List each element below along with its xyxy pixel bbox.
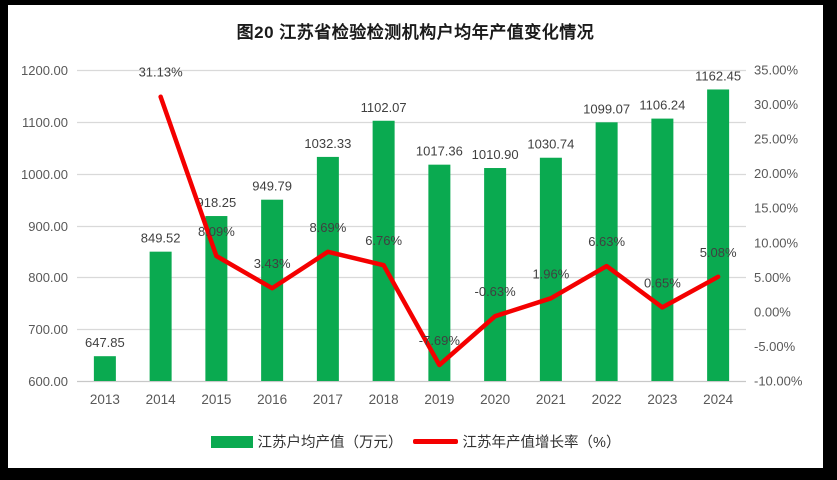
x-label-2017: 2017	[313, 392, 343, 407]
right-tick--10.00%: -10.00%	[754, 374, 803, 389]
left-tick-1000.00: 1000.00	[21, 167, 68, 182]
bar-label-2015: 918.25	[196, 195, 236, 210]
bar-2019	[428, 164, 451, 381]
line-label-2018: 6.76%	[365, 233, 402, 248]
x-label-2015: 2015	[201, 392, 231, 407]
bar-2018	[372, 120, 395, 382]
bar-series-swatch-icon	[210, 435, 253, 448]
left-tick-1100.00: 1100.00	[22, 115, 68, 130]
right-tick-30.00%: 30.00%	[754, 97, 799, 112]
bar-2020	[484, 168, 507, 381]
bar-data-labels: 647.85 849.52 918.25 949.79 1032.33 1102.07 10…	[85, 68, 741, 350]
growth-rate-line	[158, 94, 721, 368]
bar-2023	[651, 118, 674, 381]
line-data-labels: 31.13% 8.09% 3.43% 8.69% 6.76% -7.69% -0.63% 1.…	[139, 65, 737, 348]
right-tick-35.00%: 35.00%	[754, 63, 799, 78]
line-label-2020: -0.63%	[475, 284, 517, 299]
bar-2024	[707, 89, 730, 382]
left-tick-700.00: 700.00	[28, 322, 68, 337]
bar-label-2019: 1017.36	[416, 144, 463, 159]
bar-2014	[149, 251, 172, 381]
bar-series	[93, 89, 730, 382]
x-label-2018: 2018	[369, 392, 399, 407]
bar-label-2020: 1010.90	[472, 147, 519, 162]
line-series-swatch-icon	[412, 439, 458, 444]
line-label-2023: 0.65%	[644, 275, 681, 290]
line-label-2021: 1.96%	[532, 266, 569, 281]
bar-2021	[539, 157, 562, 381]
right-tick-15.00%: 15.00%	[754, 201, 799, 216]
x-label-2022: 2022	[592, 392, 622, 407]
x-axis-labels: 2013 2014 2015 2016 2017 2018 2019 2020 2021 2022…	[90, 392, 734, 407]
x-label-2023: 2023	[647, 392, 677, 407]
bar-label-2017: 1032.33	[304, 136, 351, 151]
bar-2013	[93, 356, 116, 381]
bar-label-2023: 1106.24	[639, 98, 685, 113]
chart-title: 图20 江苏省检验检测机构户均年产值变化情况	[236, 23, 595, 42]
x-label-2021: 2021	[536, 392, 566, 407]
line-label-2022: 6.63%	[588, 234, 625, 249]
bar-label-2024: 1162.45	[695, 68, 741, 83]
chart-legend: 江苏户均产值（万元） 江苏年产值增长率（%）	[8, 431, 823, 452]
right-tick--5.00%: -5.00%	[754, 339, 796, 354]
x-label-2020: 2020	[480, 392, 510, 407]
right-tick-5.00%: 5.00%	[754, 270, 791, 285]
bar-series-label: 江苏户均产值（万元）	[257, 435, 403, 451]
right-tick-20.00%: 20.00%	[754, 166, 799, 181]
bar-2022	[595, 122, 618, 382]
left-tick-1200.00: 1200.00	[21, 63, 68, 78]
bar-label-2021: 1030.74	[527, 137, 574, 152]
legend-item-line-series: 江苏年产值增长率（%）	[412, 431, 621, 452]
left-axis-tick-labels: 1200.00 1100.00 1000.00 900.00 800.00 700.00 6…	[21, 63, 68, 389]
bar-label-2013: 647.85	[85, 335, 125, 350]
bar-2017	[316, 156, 339, 381]
legend-item-bar-series: 江苏户均产值（万元）	[210, 431, 403, 452]
bar-label-2016: 949.79	[252, 179, 292, 194]
x-label-2019: 2019	[424, 392, 454, 407]
x-label-2014: 2014	[146, 392, 177, 407]
chart-plot-area: 1200.00 1100.00 1000.00 900.00 800.00 700.00 6…	[21, 63, 803, 408]
x-label-2013: 2013	[90, 392, 120, 407]
x-label-2016: 2016	[257, 392, 287, 407]
line-label-2017: 8.69%	[309, 220, 346, 235]
left-tick-900.00: 900.00	[28, 219, 68, 234]
gridlines	[77, 69, 746, 383]
line-label-2024: 5.08%	[700, 245, 737, 260]
line-label-2015: 8.09%	[198, 224, 235, 239]
line-label-2019: -7.69%	[419, 333, 461, 348]
line-label-2016: 3.43%	[254, 256, 291, 271]
line-series-label: 江苏年产值增长率（%）	[462, 435, 621, 451]
line-label-2014: 31.13%	[139, 65, 184, 80]
bar-label-2014: 849.52	[141, 231, 181, 246]
left-tick-600.00: 600.00	[28, 374, 68, 389]
right-tick-25.00%: 25.00%	[754, 132, 799, 147]
bar-label-2022: 1099.07	[583, 101, 630, 116]
left-tick-800.00: 800.00	[28, 270, 68, 285]
right-tick-0.00%: 0.00%	[754, 304, 791, 319]
bar-label-2018: 1102.07	[361, 100, 407, 115]
right-axis-tick-labels: 35.00% 30.00% 25.00% 20.00% 15.00% 10.00% 5.00…	[754, 63, 803, 389]
chart-panel: 图20 江苏省检验检测机构户均年产值变化情况 1200.00 1100.00 100…	[8, 5, 823, 468]
right-tick-10.00%: 10.00%	[754, 235, 799, 250]
x-label-2024: 2024	[703, 392, 734, 407]
